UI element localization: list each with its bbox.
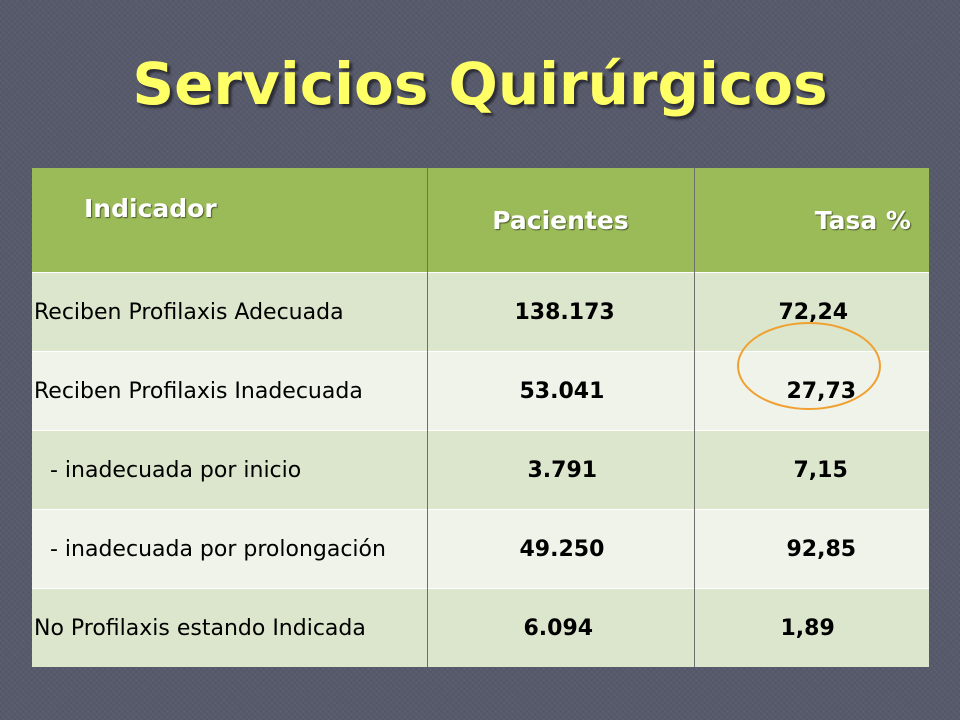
row-label: Reciben Profilaxis Inadecuada <box>32 351 428 431</box>
row-pacientes: 49.250 <box>427 509 695 589</box>
slide-title: Servicios Quirúrgicos <box>132 50 828 118</box>
table-row: Reciben Profilaxis Inadecuada 53.041 27,… <box>32 351 929 431</box>
row-pacientes: 6.094 <box>427 588 695 667</box>
row-tasa: 27,73 <box>694 351 929 431</box>
row-pacientes: 138.173 <box>427 272 695 352</box>
row-pacientes: 3.791 <box>427 430 695 510</box>
header-tasa: Tasa % <box>694 168 929 273</box>
table-row: - inadecuada por inicio 3.791 7,15 <box>32 430 929 510</box>
row-tasa: 92,85 <box>694 509 929 589</box>
table-header-row: Indicador Pacientes Tasa % <box>32 168 929 273</box>
row-tasa: 1,89 <box>694 588 929 667</box>
table-row: No Profilaxis estando Indicada 6.094 1,8… <box>32 588 929 667</box>
row-label: No Profilaxis estando Indicada <box>32 588 428 667</box>
row-label: - inadecuada por inicio <box>32 430 428 510</box>
table-row: - inadecuada por prolongación 49.250 92,… <box>32 509 929 589</box>
indicators-table-container: Indicador Pacientes Tasa % Reciben Profi… <box>32 168 929 667</box>
row-pacientes: 53.041 <box>427 351 695 431</box>
header-indicador: Indicador <box>32 168 428 273</box>
indicators-table: Indicador Pacientes Tasa % Reciben Profi… <box>32 168 929 667</box>
table-row: Reciben Profilaxis Adecuada 138.173 72,2… <box>32 272 929 352</box>
row-tasa: 72,24 <box>694 272 929 352</box>
row-tasa: 7,15 <box>694 430 929 510</box>
header-pacientes: Pacientes <box>427 168 695 273</box>
row-label: Reciben Profilaxis Adecuada <box>32 272 428 352</box>
row-label: - inadecuada por prolongación <box>32 509 428 589</box>
